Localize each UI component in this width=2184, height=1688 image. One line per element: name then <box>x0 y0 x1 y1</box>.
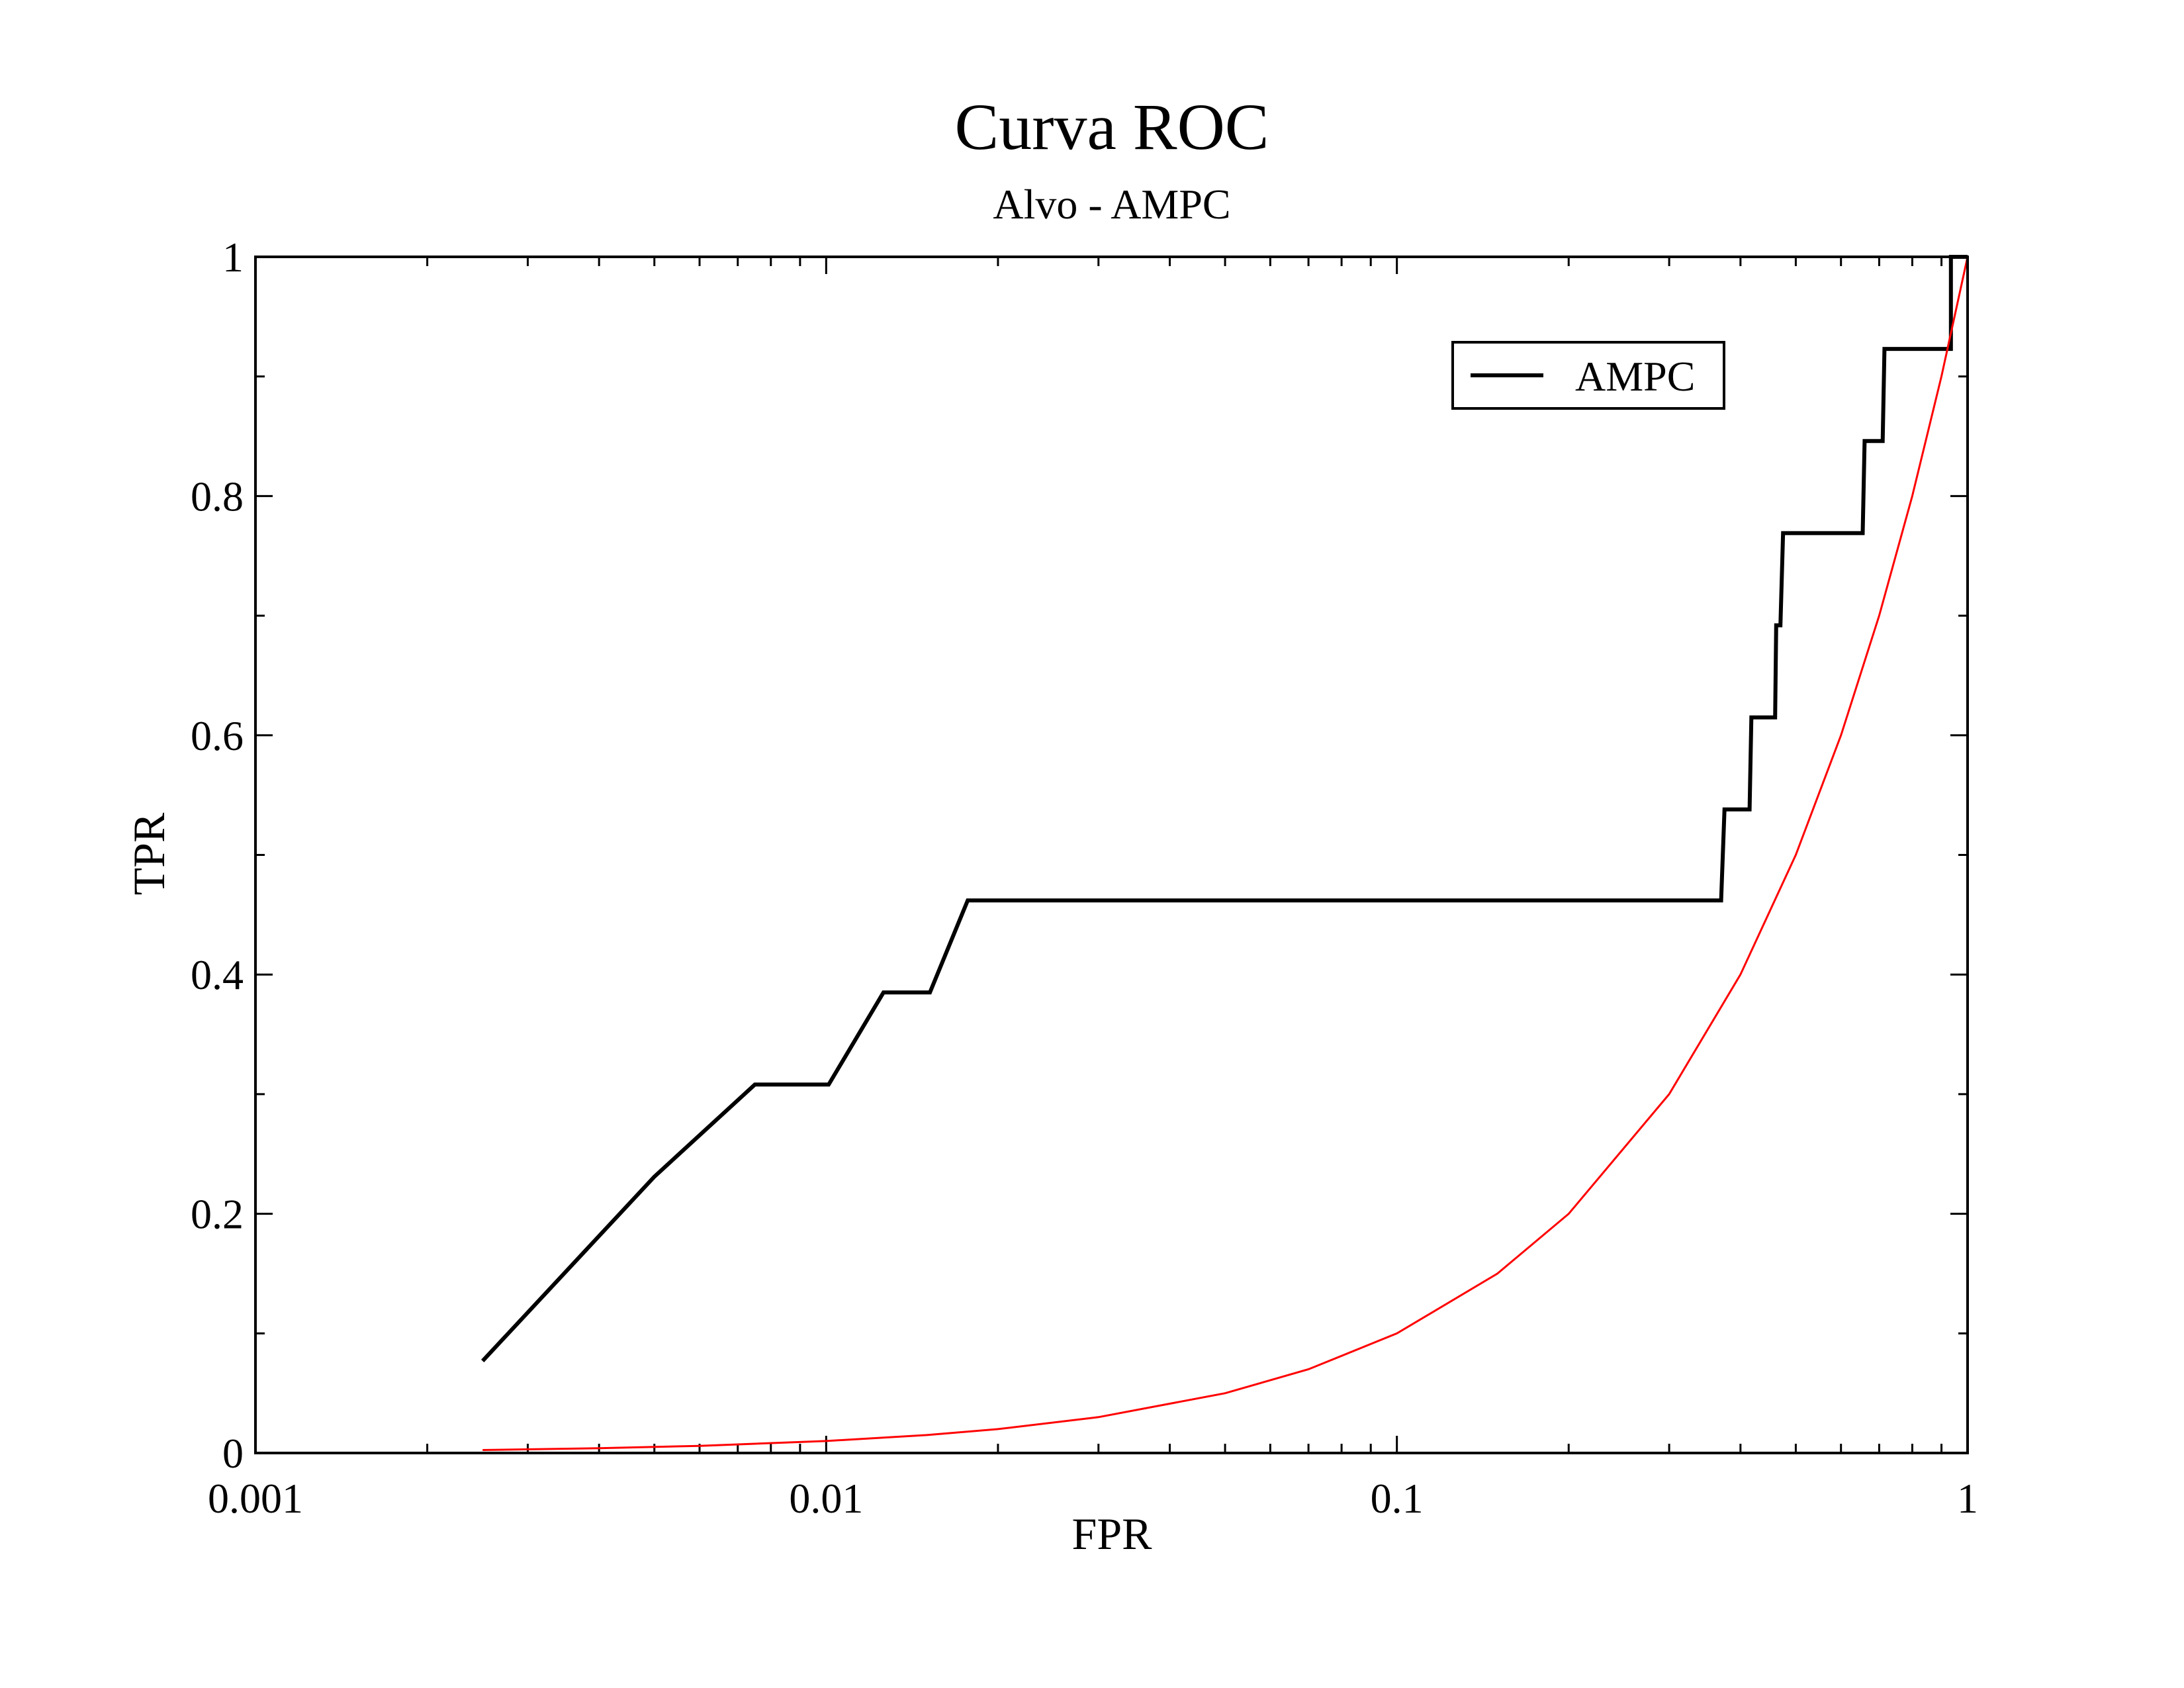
y-tick-label: 1 <box>222 234 244 281</box>
x-tick-label: 0.001 <box>208 1475 303 1522</box>
axis-ticks: 0.001 0.01 0.1 1 0 0.2 0.4 0.6 0.8 1 <box>191 234 1978 1522</box>
y-tick-label: 0 <box>222 1430 244 1477</box>
x-axis-label: FPR <box>1072 1509 1153 1559</box>
y-tick-label: 0.2 <box>191 1191 244 1238</box>
y-tick-label: 0.4 <box>191 951 244 998</box>
x-tick-label: 0.01 <box>789 1475 863 1522</box>
series-layer <box>481 255 1969 1451</box>
series-line-ampc <box>481 255 1968 1362</box>
x-tick-label: 1 <box>1957 1475 1978 1522</box>
y-tick-label: 0.6 <box>191 712 244 759</box>
series-line-reference <box>482 256 1969 1451</box>
x-tick-label: 0.1 <box>1371 1475 1424 1522</box>
chart-title: Curva ROC <box>955 90 1269 164</box>
y-tick-label: 0.8 <box>191 473 244 520</box>
legend-label-ampc: AMPC <box>1575 353 1695 400</box>
y-axis-label: TPR <box>124 812 174 895</box>
chart-subtitle: Alvo - AMPC <box>993 181 1230 228</box>
plot-frame <box>254 256 1969 1454</box>
legend: AMPC <box>1451 341 1725 410</box>
